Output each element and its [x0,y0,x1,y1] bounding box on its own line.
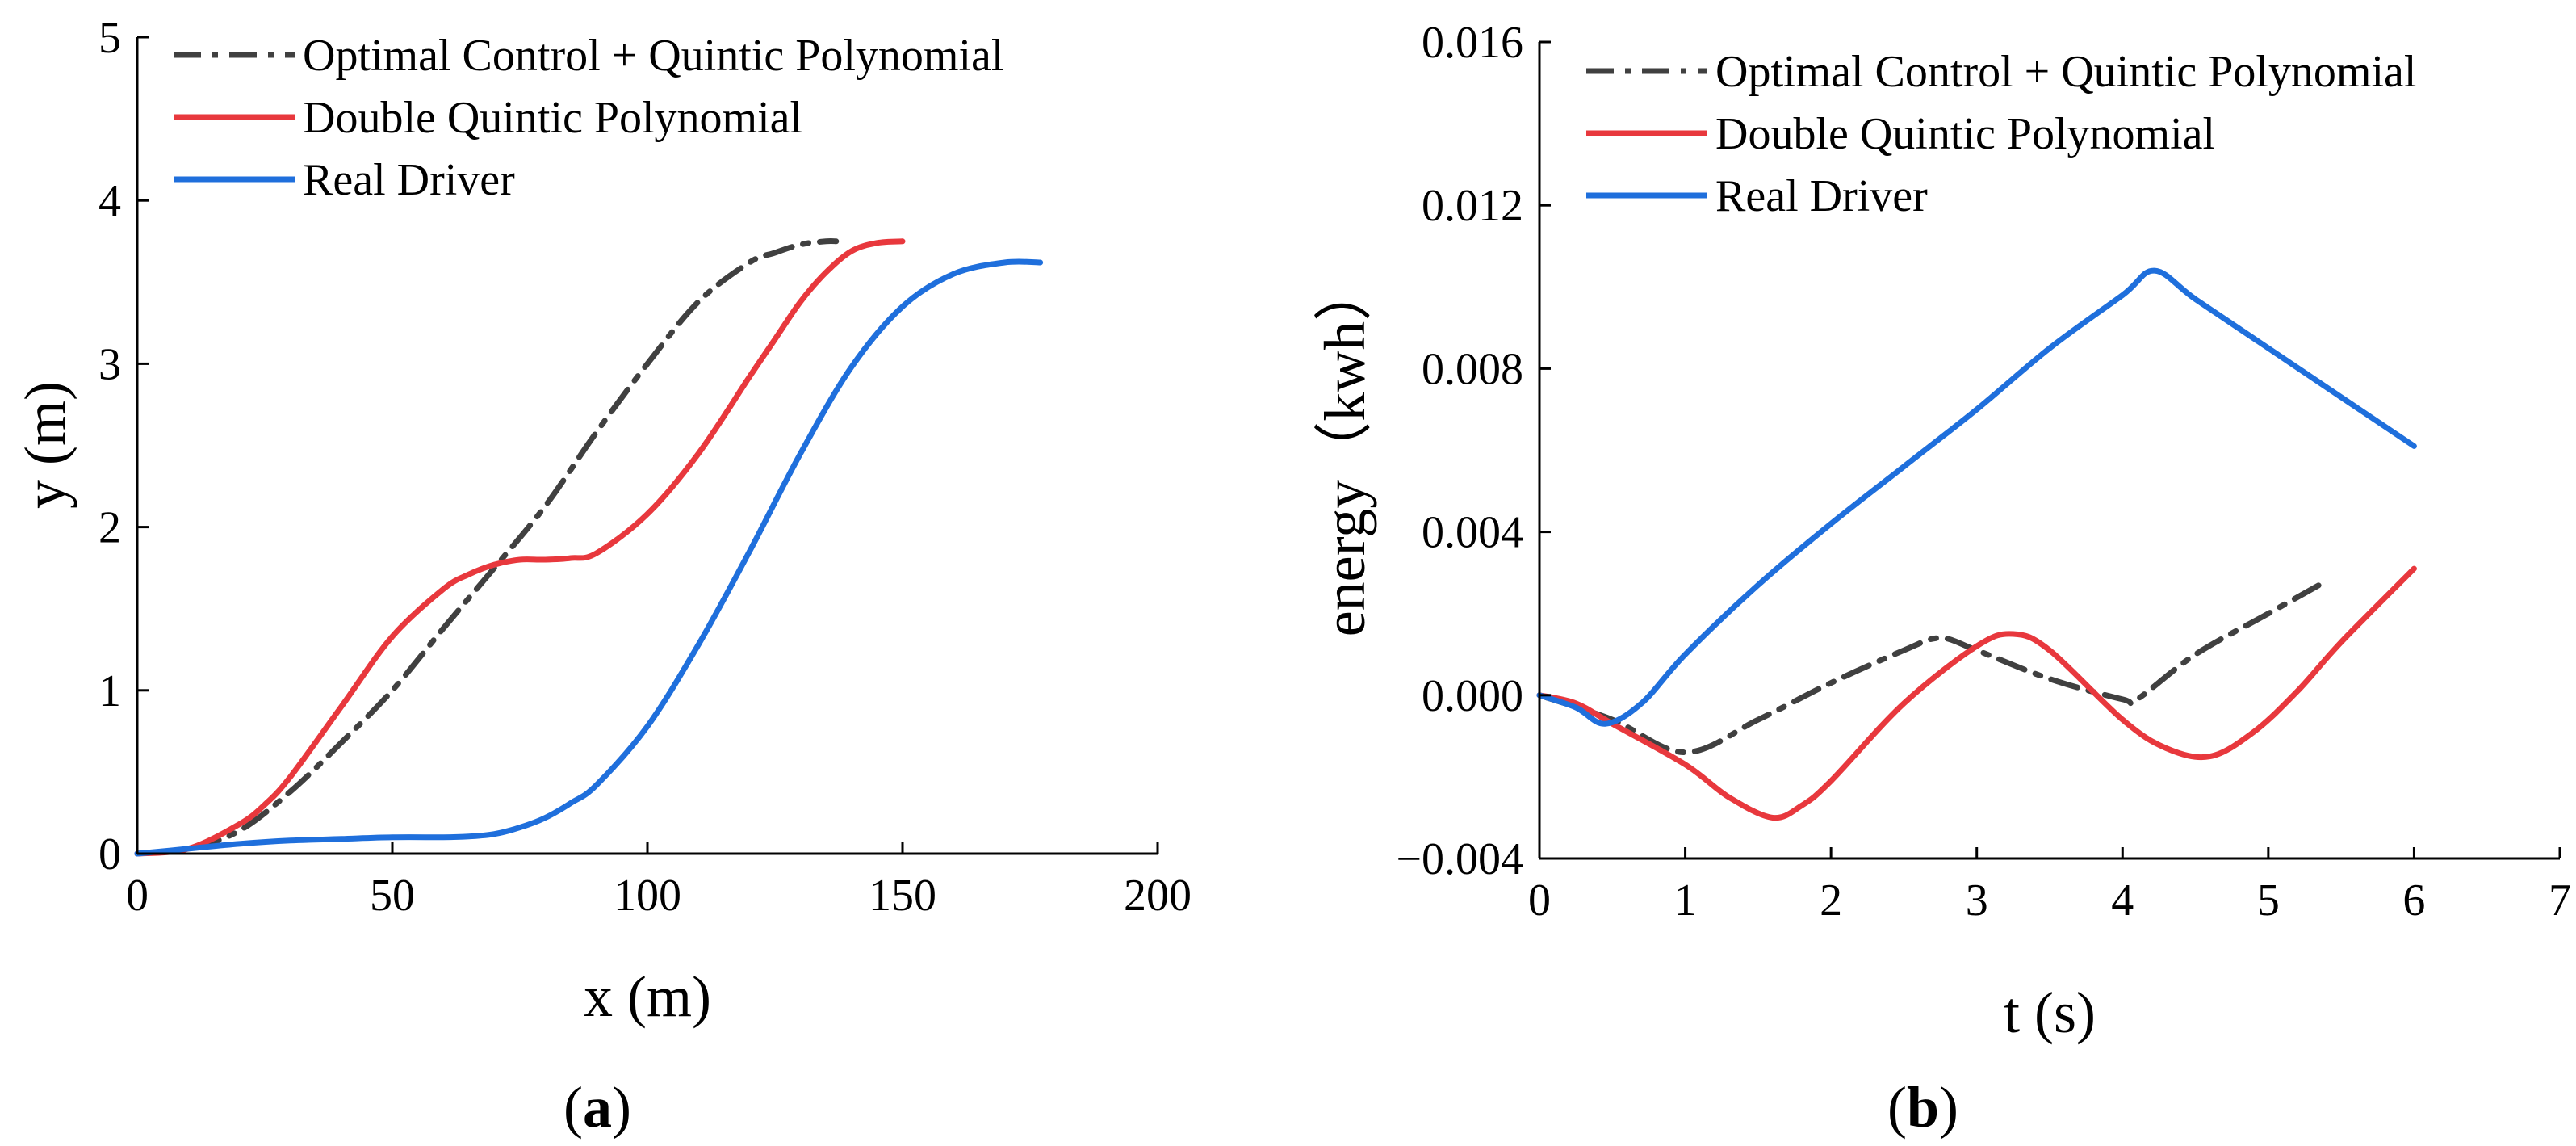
chart-a-y-tick-label: 2 [98,503,121,553]
chart-b-series-1-line [1536,577,2330,756]
chart-b-y-tick-label: 0.004 [1422,508,1523,558]
chart-a-x-tick-label: 50 [370,871,415,921]
chart-a-y-axis-title: y (m) [13,381,77,509]
chart-a-series-3-line [134,258,1044,857]
chart-b-y-tick-label: 0.008 [1422,344,1523,394]
chart-a: 0 50 100 150 200 0 1 2 3 4 5 x (m) y (m) Optimal C… [13,13,1192,1140]
chart-a-series-1-line [134,237,840,857]
chart-b-x-tick-label: 7 [2549,875,2571,926]
chart-b-legend: Optimal Control + Quintic Polynomial Doub… [1586,47,2416,221]
chart-b-ticks: 0 1 2 3 4 5 6 7 −0.004 0.000 0.004 0.008 0.012 0.016 [1396,18,2571,926]
chart-b-y-tick-label: 0.000 [1422,671,1523,721]
chart-b-y-tick-label: 0.012 [1422,181,1523,231]
chart-b-legend-label-3: Real Driver [1715,171,1928,221]
chart-a-ticks: 0 50 100 150 200 0 1 2 3 4 5 [98,13,1192,921]
chart-b-x-tick-label: 2 [1820,875,1842,926]
chart-a-y-tick-label: 0 [98,829,121,879]
chart-a-x-tick-label: 100 [614,871,681,921]
chart-b-y-axis-title: energy（kwh） [1313,263,1377,637]
chart-a-legend: Optimal Control + Quintic Polynomial Doub… [174,31,1003,205]
chart-b-x-tick-label: 0 [1528,875,1551,926]
chart-b-x-tick-label: 1 [1674,875,1697,926]
chart-b-y-tick-label: −0.004 [1396,834,1523,884]
chart-a-x-tick-label: 150 [869,871,936,921]
chart-b-x-axis-title: t (s) [2004,980,2096,1045]
chart-b-x-tick-label: 4 [2111,875,2134,926]
chart-b-legend-label-1: Optimal Control + Quintic Polynomial [1715,47,2416,97]
chart-b: 0 1 2 3 4 5 6 7−0.0040.0000.0040.0080.0120.016 … [1313,18,2571,1140]
chart-b-panel-label: (b) [1887,1075,1958,1140]
chart-a-legend-label-3: Real Driver [303,155,515,205]
chart-a-y-tick-label: 3 [98,339,121,389]
chart-b-legend-label-2: Double Quintic Polynomial [1715,109,2215,159]
chart-b-series-2-line [1536,565,2417,821]
chart-a-legend-label-2: Double Quintic Polynomial [303,93,802,143]
chart-a-y-tick-label: 1 [98,666,121,716]
chart-b-x-tick-label: 3 [1966,875,1988,926]
chart-a-panel-label: (a) [563,1075,631,1140]
chart-b-x-tick-label: 6 [2402,875,2425,926]
chart-a-series-2-line [134,238,906,857]
chart-a-x-tick-label: 200 [1124,871,1192,921]
chart-b-series [1536,267,2417,821]
chart-a-y-tick-label: 4 [98,176,121,226]
chart-a-x-tick-label: 0 [126,871,149,921]
chart-a-legend-label-1: Optimal Control + Quintic Polynomial [303,31,1003,81]
chart-a-y-tick-label: 5 [98,13,121,63]
chart-a-x-axis-title: x (m) [584,964,711,1029]
chart-a-series [134,237,1044,857]
chart-b-y-tick-label: 0.016 [1422,18,1523,68]
chart-b-series-3-line [1536,267,2417,727]
chart-b-x-tick-label: 5 [2257,875,2280,926]
